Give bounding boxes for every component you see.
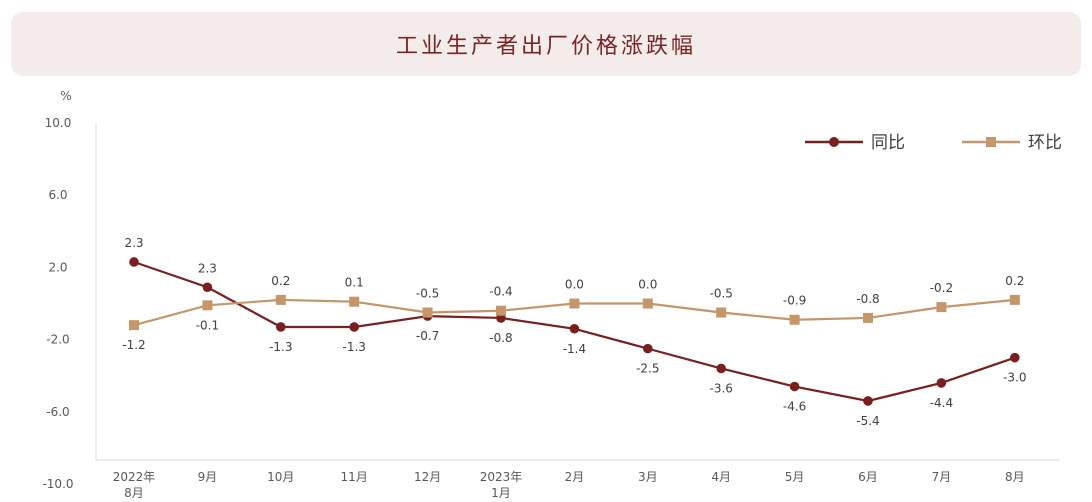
data-label: -1.2 [122, 338, 145, 352]
data-point [863, 312, 873, 323]
data-label: -0.5 [416, 287, 439, 301]
y-tick-label: -10.0 [42, 477, 73, 491]
data-point [202, 282, 213, 293]
chart-title: 工业生产者出厂价格涨跌幅 [395, 34, 696, 59]
data-point [129, 320, 139, 331]
data-point [496, 305, 506, 316]
y-tick-label: 6.0 [48, 188, 67, 202]
y-tick-label: 10.0 [45, 116, 72, 130]
legend-marker [829, 137, 839, 147]
data-point [936, 378, 947, 388]
x-tick-label: 7月 [932, 470, 952, 484]
data-label: -1.4 [563, 342, 586, 356]
legend: 同比 环比 [805, 133, 1062, 153]
x-tick-label: 10月 [267, 470, 294, 484]
data-label: -0.4 [489, 285, 512, 299]
data-label: -1.3 [269, 340, 292, 354]
x-tick-label: 5月 [785, 470, 805, 484]
data-label: -4.6 [783, 400, 806, 414]
data-point [643, 343, 653, 354]
data-point [422, 307, 433, 318]
data-label: -3.0 [1003, 371, 1026, 385]
legend-label: 同比 [871, 133, 905, 153]
data-label: 2.3 [198, 261, 217, 275]
series-layer: 2.3 2.3 -1.3 -1.3 -0.7 -0.8 -1.4 -2.5 -3.6 -4.6 -5… [122, 236, 1026, 428]
series-yoy: 2.3 2.3 -1.3 -1.3 -0.7 -0.8 -1.4 -2.5 -3.6 -4.6 -5… [124, 236, 1026, 428]
chart-title-banner: 工业生产者出厂价格涨跌幅 [11, 12, 1081, 76]
data-label: -0.2 [930, 281, 953, 295]
data-label: 0.0 [565, 278, 584, 292]
data-label: -0.8 [489, 331, 512, 345]
data-point [349, 296, 360, 307]
data-label: 0.1 [345, 276, 364, 290]
y-axis-unit-label: % [60, 89, 71, 103]
data-point [789, 314, 800, 325]
data-point [716, 363, 726, 374]
data-point [936, 302, 947, 313]
x-tick-label: 9月 [198, 470, 218, 484]
data-point [642, 298, 653, 309]
x-tick-label: 12月 [414, 470, 441, 484]
data-label: -0.5 [709, 287, 732, 301]
y-tick-label: -2.0 [46, 333, 69, 347]
data-point [129, 257, 139, 267]
data-label: 0.2 [271, 274, 290, 288]
x-axis-ticks: 2022年 8月 9月 10月 11月 12月 2023年 1月 2月 3月 4月 5月 6月 7月 8月 [113, 470, 1025, 500]
x-tick-label: 3月 [638, 470, 658, 484]
data-point [1009, 294, 1020, 305]
data-point [202, 300, 213, 311]
data-label: -0.7 [416, 329, 439, 343]
data-point [275, 294, 286, 305]
x-tick-label: 2022年 8月 [113, 470, 156, 500]
data-point [276, 322, 286, 332]
data-label: -1.3 [342, 340, 365, 354]
data-point [349, 322, 360, 332]
x-tick-label: 8月 [1005, 470, 1025, 484]
data-label: 2.3 [124, 236, 143, 250]
x-tick-label: 4月 [711, 470, 731, 484]
data-label: -5.4 [856, 414, 879, 428]
data-point [569, 298, 580, 309]
data-label: -0.9 [783, 294, 806, 308]
x-tick-label: 2月 [565, 470, 585, 484]
data-label: -0.8 [856, 292, 879, 306]
legend-item: 同比 [805, 133, 905, 153]
y-axis-ticks: 10.0 6.0 2.0 -2.0 -6.0 -10.0 [42, 116, 73, 491]
data-label: -3.6 [709, 381, 732, 395]
y-tick-label: -6.0 [46, 405, 69, 419]
x-tick-label: 2023年 1月 [480, 470, 523, 500]
data-point [789, 381, 800, 392]
legend-marker [986, 137, 996, 147]
legend-item: 环比 [962, 133, 1062, 153]
data-label: -0.1 [196, 318, 219, 332]
legend-label: 环比 [1028, 133, 1062, 153]
data-label: -2.5 [636, 362, 659, 376]
x-tick-label: 11月 [341, 470, 368, 484]
data-point [863, 396, 873, 406]
series-mom: -1.2 -0.1 0.2 0.1 -0.5 -0.4 0.0 0.0 -0.5 -0.9 -0.8… [122, 274, 1024, 352]
x-tick-label: 6月 [858, 470, 878, 484]
y-tick-label: 2.0 [48, 260, 67, 274]
data-label: 0.0 [638, 278, 657, 292]
data-label: -4.4 [930, 396, 953, 410]
data-point [569, 323, 580, 334]
data-point [1010, 352, 1020, 363]
data-point [716, 307, 727, 318]
data-label: 0.2 [1005, 274, 1024, 288]
